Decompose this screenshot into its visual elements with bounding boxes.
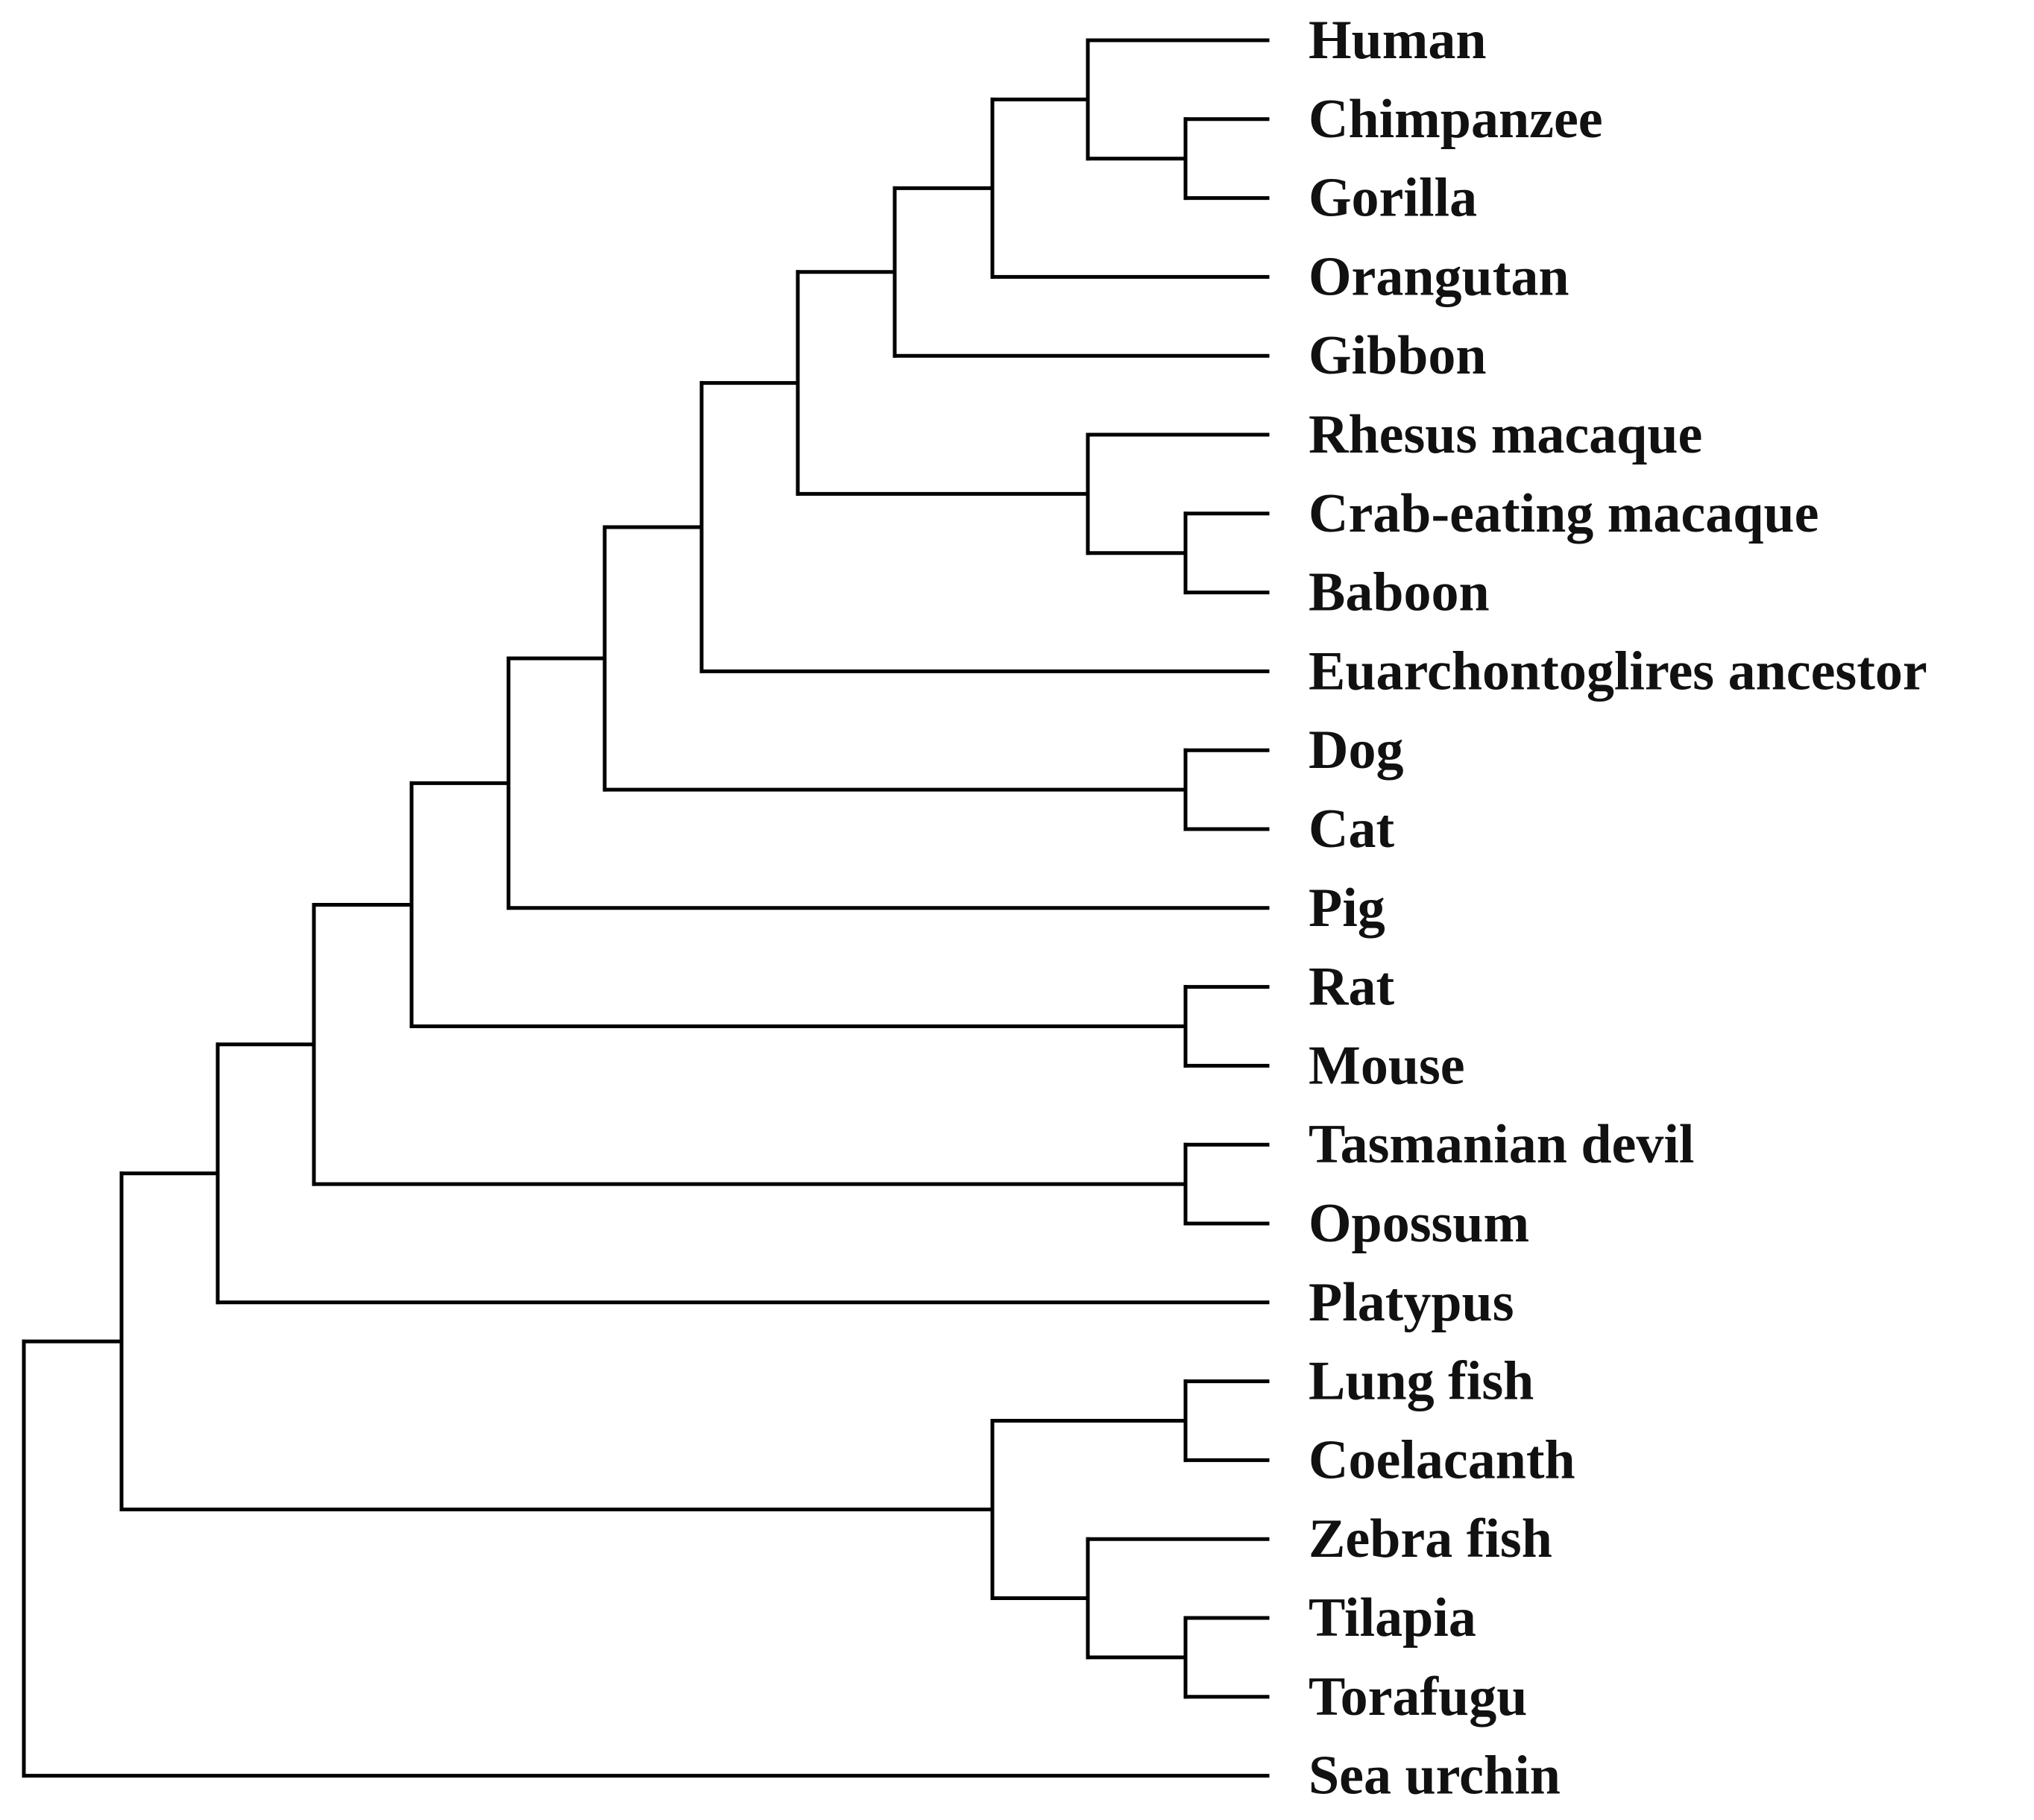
taxon-label-platypus: Platypus xyxy=(1309,1272,1514,1333)
taxon-label-rat: Rat xyxy=(1309,957,1394,1018)
taxon-label-coelacanth: Coelacanth xyxy=(1309,1429,1575,1490)
taxon-label-gibbon: Gibbon xyxy=(1309,325,1487,386)
taxon-label-baboon: Baboon xyxy=(1309,562,1490,623)
taxon-labels: Human Chimpanzee Gorilla Orangutan Gibbon Rhe… xyxy=(1309,10,1927,1807)
tree-branches xyxy=(22,38,1270,1778)
taxon-label-opossum: Opossum xyxy=(1309,1193,1529,1254)
taxon-label-chimpanzee: Chimpanzee xyxy=(1309,89,1603,150)
taxon-label-tasmanian-devil: Tasmanian devil xyxy=(1309,1114,1695,1175)
taxon-label-pig: Pig xyxy=(1309,878,1385,939)
taxon-label-crab-eating-macaque: Crab-eating macaque xyxy=(1309,483,1819,544)
taxon-label-rhesus-macaque: Rhesus macaque xyxy=(1309,404,1702,465)
taxon-label-torafugu: Torafugu xyxy=(1309,1666,1527,1728)
taxon-label-zebra-fish: Zebra fish xyxy=(1309,1508,1552,1569)
taxon-label-human: Human xyxy=(1309,10,1487,71)
taxon-label-lung-fish: Lung fish xyxy=(1309,1351,1534,1412)
taxon-label-dog: Dog xyxy=(1309,720,1403,781)
taxon-label-tilapia: Tilapia xyxy=(1309,1587,1476,1649)
taxon-label-gorilla: Gorilla xyxy=(1309,168,1477,229)
taxon-label-cat: Cat xyxy=(1309,799,1394,860)
taxon-label-euarchontoglires-ancestor: Euarchontoglires ancestor xyxy=(1309,640,1927,702)
taxon-label-mouse: Mouse xyxy=(1309,1035,1465,1096)
taxon-label-orangutan: Orangutan xyxy=(1309,246,1569,307)
taxon-label-sea-urchin: Sea urchin xyxy=(1309,1745,1561,1807)
